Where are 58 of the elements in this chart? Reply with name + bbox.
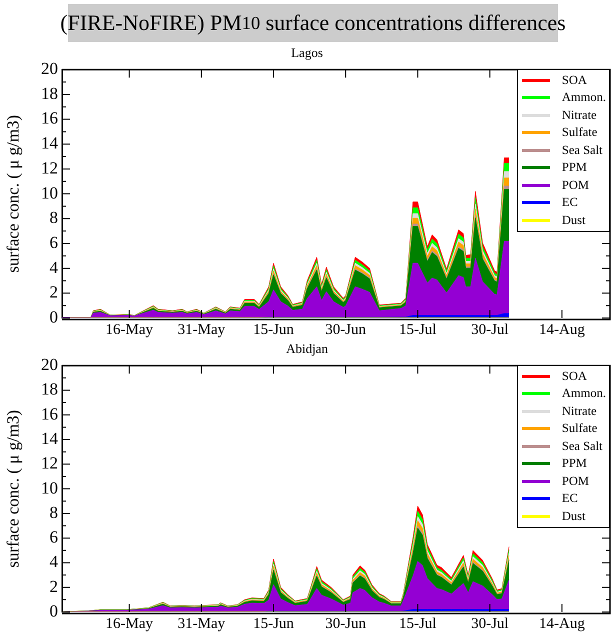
x-tick-label: 15-Jul xyxy=(398,616,436,632)
y-tick-label: 10 xyxy=(41,478,58,498)
y-tick-label: 12 xyxy=(41,454,58,473)
x-tick-label: 30-Jun xyxy=(325,616,367,632)
y-tick-label: 0 xyxy=(50,601,58,620)
y-tick-label: 20 xyxy=(41,355,58,374)
legend-label: Ammon. xyxy=(562,385,606,402)
legend-label: PPM xyxy=(562,159,587,176)
x-tick-label: 15-Jul xyxy=(398,322,436,338)
x-tick-label: 31-May xyxy=(178,616,226,632)
y-tick-label: 14 xyxy=(41,134,58,153)
x-tick-label: 15-Jun xyxy=(253,322,294,338)
x-tick-label: 30-Jun xyxy=(325,322,367,338)
y-tick-label: 4 xyxy=(50,552,58,572)
y-tick-label: 18 xyxy=(41,84,58,103)
legend-label: POM xyxy=(562,472,589,490)
legend-label: Sulfate xyxy=(562,420,598,438)
legend-label: POM xyxy=(562,176,589,194)
y-tick-label: 10 xyxy=(41,183,58,202)
y-tick-label: 0 xyxy=(50,307,58,326)
legend-label: Dust xyxy=(562,212,586,229)
legend-label: Sulfate xyxy=(562,124,598,142)
y-tick-label: 4 xyxy=(50,258,58,277)
legend-label: Nitrate xyxy=(562,106,597,124)
x-tick-label: 15-Jun xyxy=(253,616,294,632)
text: SOA xyxy=(562,72,587,89)
y-tick-label: 18 xyxy=(41,380,58,399)
y-tick-label: 16 xyxy=(41,108,58,128)
x-tick-label: 14-Aug xyxy=(539,322,586,338)
chart-subtitle: Lagos xyxy=(291,45,323,60)
y-tick-label: 16 xyxy=(41,404,58,424)
y-tick-label: 6 xyxy=(50,528,58,547)
legend-label: Dust xyxy=(562,508,586,525)
y-tick-label: 14 xyxy=(41,428,58,448)
legend-label: EC xyxy=(562,490,578,508)
y-axis-title: surface conc. ( μ g/m3) xyxy=(4,410,23,568)
legend-label: Nitrate xyxy=(562,402,597,420)
legend-label: Sea Salt xyxy=(562,142,603,159)
y-tick-label: 20 xyxy=(41,59,58,78)
x-tick-label: 14-Aug xyxy=(539,616,586,632)
x-tick-label: 31-May xyxy=(178,322,226,338)
text: SOA xyxy=(562,368,587,385)
x-tick-label: 30-Jul xyxy=(471,616,509,632)
y-tick-label: 12 xyxy=(41,158,58,178)
x-tick-label: 30-Jul xyxy=(471,322,509,338)
chart-subtitle: Abidjan xyxy=(286,341,328,356)
legend-label: PPM xyxy=(562,455,587,472)
y-axis-title: surface conc. ( μ g/m3) xyxy=(4,114,23,273)
y-tick-label: 8 xyxy=(50,502,58,522)
y-tick-label: 8 xyxy=(50,208,58,228)
y-tick-label: 2 xyxy=(50,576,58,596)
legend-label: Sea Salt xyxy=(562,438,603,455)
x-tick-label: 16-May xyxy=(106,616,154,632)
legend-label: EC xyxy=(562,194,578,212)
legend-label: Ammon. xyxy=(562,89,606,106)
y-tick-label: 6 xyxy=(50,232,58,252)
y-tick-label: 2 xyxy=(50,282,58,302)
x-tick-label: 16-May xyxy=(106,322,154,338)
